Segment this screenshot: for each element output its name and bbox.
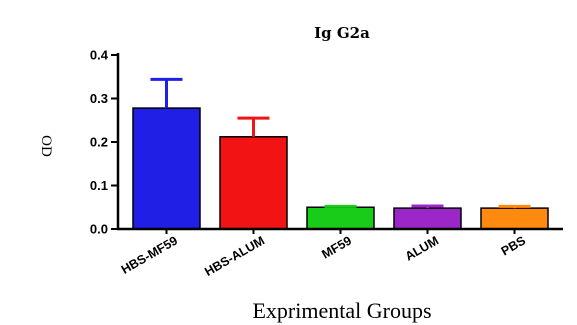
- bar-mf59: [306, 206, 375, 230]
- x-tick-label: ALUM: [403, 233, 441, 263]
- y-tick-label: 0.3: [90, 91, 108, 106]
- x-tick-label: HBS-ALUM: [202, 233, 267, 278]
- x-tick-label: HBS-MF59: [119, 233, 180, 276]
- chart-title: Ig G2a: [314, 24, 370, 42]
- x-tick-label: PBS: [499, 233, 528, 258]
- y-axis-label: OD: [38, 135, 54, 157]
- y-tick-label: 0.2: [90, 135, 108, 150]
- y-tick-label: 0.0: [90, 222, 108, 237]
- y-tick-label: 0.1: [90, 178, 108, 193]
- bar-pbs: [480, 207, 549, 230]
- bar-alum: [393, 207, 462, 230]
- x-tick-label: MF59: [319, 233, 354, 261]
- y-tick-label: 0.4: [90, 48, 109, 63]
- plot-area: HBS-MF59 HBS-ALUM MF59 ALUM PBS 0.0 0.1 0.2 0.3 0…: [90, 48, 563, 279]
- x-axis-label: Exprimental Groups: [252, 298, 431, 323]
- bar-hbs-alum: [219, 136, 288, 230]
- bar-hbs-mf59: [132, 107, 201, 230]
